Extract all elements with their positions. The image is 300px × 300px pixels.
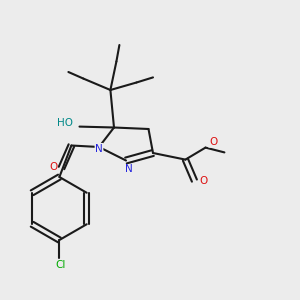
- Text: N: N: [125, 164, 133, 175]
- Text: O: O: [209, 137, 217, 147]
- Text: O: O: [49, 162, 57, 172]
- Text: O: O: [199, 176, 208, 186]
- Text: N: N: [95, 143, 103, 154]
- Text: HO: HO: [57, 118, 73, 128]
- Text: Cl: Cl: [55, 260, 65, 271]
